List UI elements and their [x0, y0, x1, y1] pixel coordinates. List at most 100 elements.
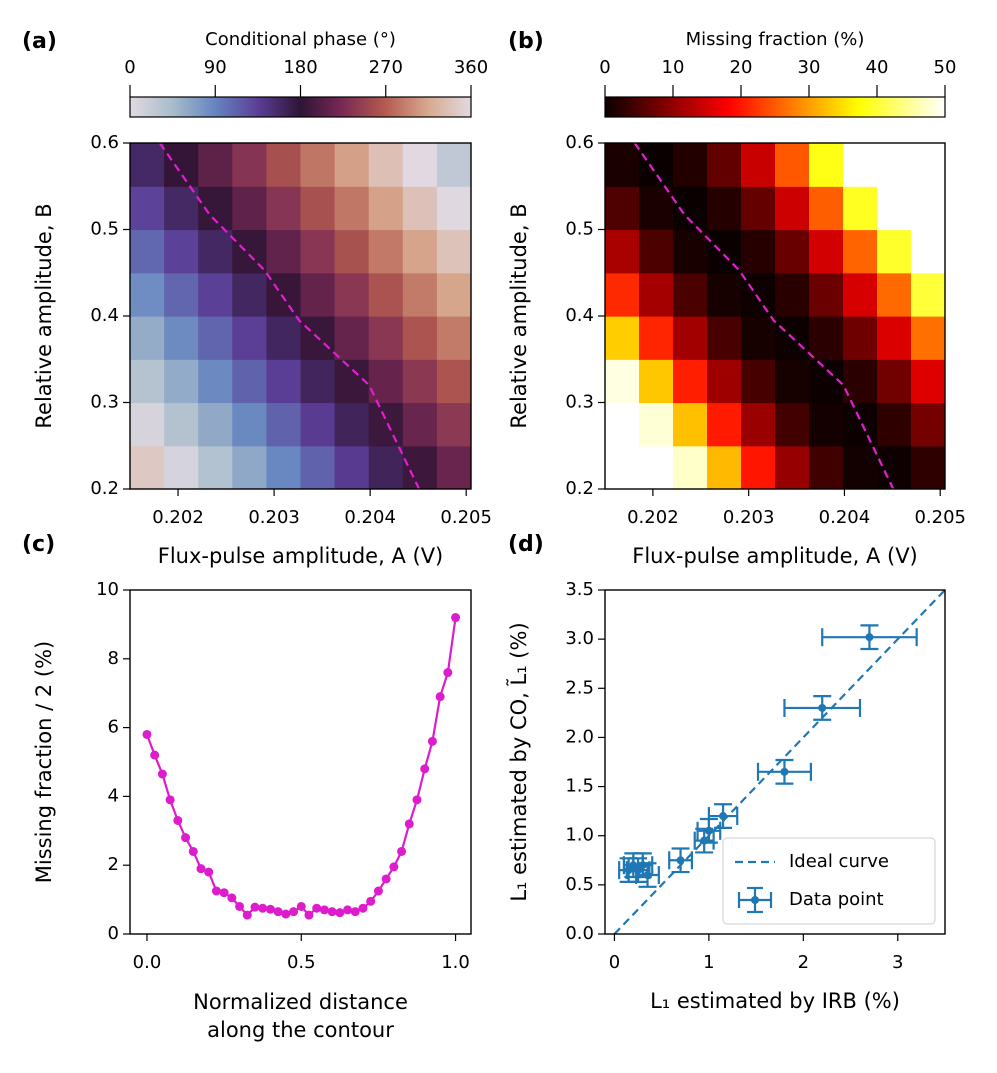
heatmap-cell: [911, 316, 945, 360]
marker: [624, 866, 633, 875]
x-axis-label: Normalized distance: [193, 990, 408, 1014]
heatmap-cell: [300, 143, 336, 187]
heatmap-cell: [300, 272, 336, 317]
marker: [412, 795, 422, 805]
heatmap-cell: [843, 359, 878, 404]
heatmap-cell: [775, 359, 810, 404]
marker: [397, 846, 407, 856]
heatmap-cell: [707, 445, 742, 489]
marker: [312, 903, 322, 913]
heatmap-cell: [402, 359, 438, 404]
heatmap-cell: [877, 229, 912, 274]
line: [145, 617, 457, 917]
heatmap-cell: [775, 272, 810, 317]
legend-swatch: [751, 896, 759, 904]
heatmap-cell: [164, 316, 199, 360]
y-tick-label: 0.4: [565, 305, 594, 326]
y-tick-label: 1.5: [565, 776, 594, 797]
heatmap-cell: [402, 143, 438, 187]
marker: [204, 867, 214, 877]
marker: [211, 886, 221, 896]
heatmap-cell: [707, 272, 742, 317]
heatmap-cell: [130, 445, 165, 489]
y-tick-label: 0.3: [90, 392, 119, 413]
y-tick-label: 6: [108, 717, 119, 738]
y-tick-label: 0.6: [90, 132, 119, 153]
marker: [304, 910, 314, 920]
heatmap-cell: [639, 272, 674, 317]
heatmap-cell: [775, 186, 810, 231]
marker: [188, 846, 198, 856]
heatmap-cell: [809, 143, 844, 187]
heatmap-cell: [266, 186, 302, 231]
y-axis-label: Missing fraction / 2 (%): [32, 641, 56, 883]
marker: [165, 795, 175, 805]
marker: [181, 833, 191, 843]
panel-label: (c): [22, 532, 55, 557]
heatmap-cell: [605, 445, 640, 489]
y-tick-label: 4: [108, 785, 119, 806]
heatmap-cell: [707, 186, 742, 231]
heatmap-cell: [232, 445, 267, 489]
heatmap-cell: [164, 186, 199, 231]
heatmap-cell: [741, 359, 776, 404]
marker: [150, 750, 160, 760]
heatmap-cell: [741, 272, 776, 317]
heatmap-cell: [639, 359, 674, 404]
heatmap-cell: [198, 359, 233, 404]
heatmap-cell: [741, 186, 776, 231]
contour-line: [633, 143, 895, 489]
marker: [196, 864, 206, 874]
marker: [242, 910, 252, 920]
plot-area: [130, 143, 471, 489]
heatmap-cell: [877, 445, 912, 489]
marker: [366, 896, 376, 906]
marker: [350, 907, 360, 917]
x-tick-label: 0.205: [914, 507, 966, 528]
marker: [250, 902, 260, 912]
heatmap-cell: [707, 359, 742, 404]
heatmap-cell: [368, 272, 404, 317]
heatmap-cell: [368, 359, 404, 404]
x-tick-label: 0.204: [344, 507, 396, 528]
heatmap-cell: [843, 272, 878, 317]
colorbar-tick-label: 40: [866, 57, 889, 78]
heatmap-cell: [436, 229, 471, 274]
marker: [420, 764, 430, 774]
heatmap-cell: [368, 445, 404, 489]
legend-label: Data point: [789, 889, 884, 910]
marker: [157, 769, 167, 779]
heatmap-cell: [436, 402, 471, 447]
marker: [780, 767, 789, 776]
heatmap-cell: [673, 359, 708, 404]
heatmap-cell: [198, 229, 233, 274]
heatmap-cell: [130, 316, 165, 360]
heatmap-cell: [877, 143, 912, 187]
heatmap-cell: [605, 143, 640, 187]
marker: [427, 736, 437, 746]
heatmap-cell: [673, 316, 708, 360]
heatmap-cell: [164, 272, 199, 317]
heatmap-cell: [707, 316, 742, 360]
colorbar-tick-label: 0: [124, 57, 135, 78]
heatmap-cell: [843, 229, 878, 274]
x-axis-label: along the contour: [207, 1018, 394, 1042]
x-tick-label: 1: [703, 952, 714, 973]
y-tick-label: 0: [108, 923, 119, 944]
heatmap-cell: [368, 229, 404, 274]
colorbar-tick-label: 50: [934, 57, 957, 78]
heatmap-cell: [164, 143, 199, 187]
heatmap-cell: [334, 229, 370, 274]
panel-label: (a): [22, 29, 57, 54]
heatmap-cell: [843, 402, 878, 447]
marker: [289, 907, 299, 917]
heatmap-cell: [232, 272, 267, 317]
heatmap-cell: [809, 402, 844, 447]
heatmap-cell: [741, 143, 776, 187]
heatmap-cell: [402, 402, 438, 447]
marker: [443, 668, 453, 678]
heatmap-cell: [639, 445, 674, 489]
heatmap-cell: [334, 272, 370, 317]
panel-label: (d): [508, 532, 544, 557]
